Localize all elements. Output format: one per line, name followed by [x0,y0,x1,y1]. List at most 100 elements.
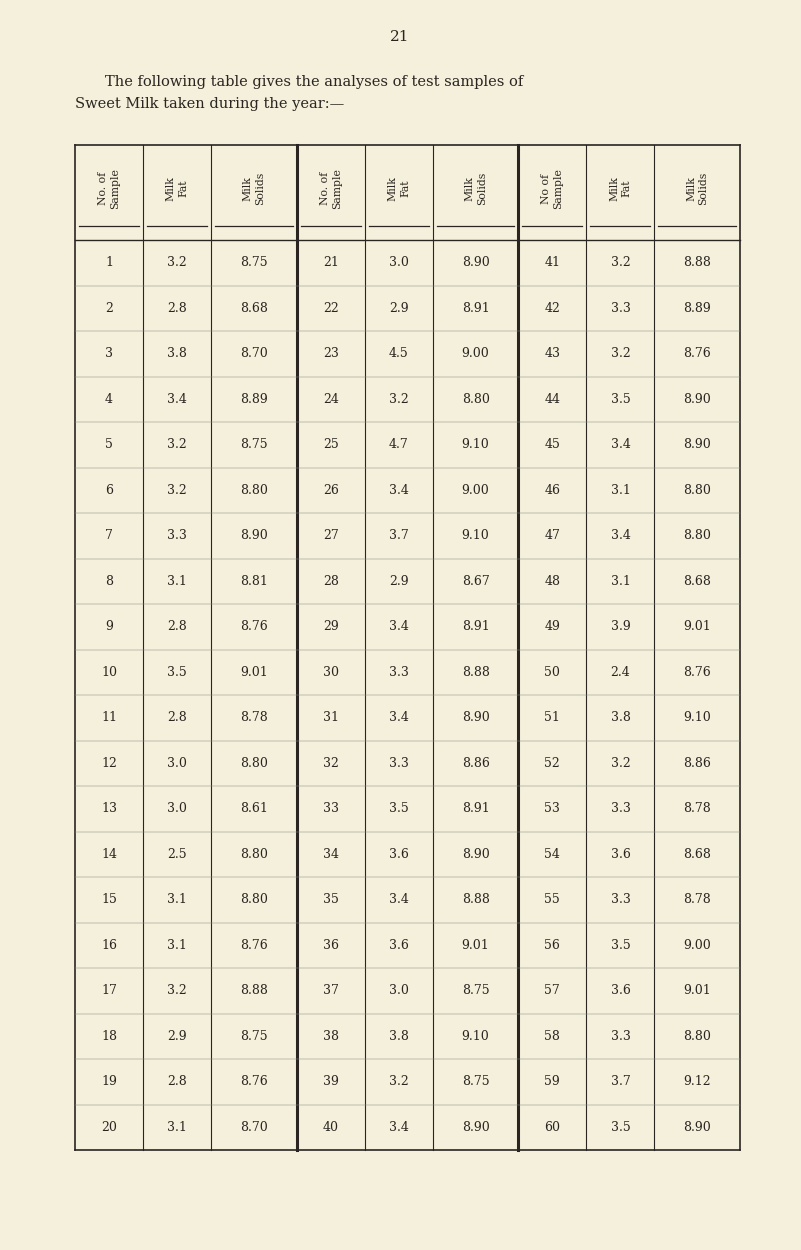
Text: Milk
Solids: Milk Solids [465,171,487,205]
Text: 3.3: 3.3 [610,894,630,906]
Text: 26: 26 [323,484,339,496]
Text: 3.3: 3.3 [610,1030,630,1042]
Text: 3.0: 3.0 [388,256,409,269]
Text: 8: 8 [105,575,113,587]
Text: 3.3: 3.3 [610,301,630,315]
Text: Milk
Solids: Milk Solids [243,171,265,205]
Text: 8.89: 8.89 [240,392,268,406]
Text: 44: 44 [545,392,561,406]
Text: 9.10: 9.10 [461,529,489,542]
Text: 8.88: 8.88 [683,256,711,269]
Text: 28: 28 [323,575,339,587]
Text: 21: 21 [323,256,339,269]
Text: 3.3: 3.3 [167,529,187,542]
Text: 41: 41 [545,256,561,269]
Text: 4: 4 [105,392,113,406]
Text: 29: 29 [323,620,339,634]
Text: 2.8: 2.8 [167,1075,187,1089]
Text: 8.76: 8.76 [240,1075,268,1089]
Text: 19: 19 [101,1075,117,1089]
Text: 55: 55 [545,894,560,906]
Text: 3.5: 3.5 [610,392,630,406]
Text: 13: 13 [101,802,117,815]
Text: 8.90: 8.90 [461,711,489,724]
Text: 9.00: 9.00 [461,484,489,496]
Text: 3.2: 3.2 [389,1075,409,1089]
Text: 8.90: 8.90 [461,848,489,861]
Text: 57: 57 [545,984,560,998]
Text: 27: 27 [323,529,339,542]
Text: 8.81: 8.81 [240,575,268,587]
Text: 9.10: 9.10 [461,1030,489,1042]
Text: 9.00: 9.00 [461,348,489,360]
Text: 9.10: 9.10 [683,711,711,724]
Text: 8.88: 8.88 [240,984,268,998]
Text: 8.90: 8.90 [461,256,489,269]
Text: 3.1: 3.1 [167,1121,187,1134]
Text: 8.68: 8.68 [683,848,711,861]
Text: 8.91: 8.91 [461,802,489,815]
Text: 51: 51 [545,711,561,724]
Text: 3.3: 3.3 [610,802,630,815]
Text: 39: 39 [323,1075,339,1089]
Text: 2.9: 2.9 [167,1030,187,1042]
Text: 3.5: 3.5 [167,666,187,679]
Text: 8.80: 8.80 [683,1030,711,1042]
Text: 9: 9 [105,620,113,634]
Text: 3.1: 3.1 [167,939,187,951]
Text: 42: 42 [545,301,561,315]
Text: 2.4: 2.4 [610,666,630,679]
Text: 3.6: 3.6 [388,848,409,861]
Text: 40: 40 [323,1121,339,1134]
Text: 8.89: 8.89 [683,301,711,315]
Text: 49: 49 [545,620,561,634]
Text: 18: 18 [101,1030,117,1042]
Text: 8.80: 8.80 [240,894,268,906]
Text: 46: 46 [545,484,561,496]
Text: 6: 6 [105,484,113,496]
Text: 15: 15 [101,894,117,906]
Text: 3.6: 3.6 [388,939,409,951]
Text: 9.10: 9.10 [461,439,489,451]
Text: No of
Sample: No of Sample [541,168,564,209]
Text: 8.90: 8.90 [683,1121,711,1134]
Text: 3.4: 3.4 [167,392,187,406]
Text: 8.67: 8.67 [461,575,489,587]
Text: 3.0: 3.0 [167,756,187,770]
Text: 3.9: 3.9 [610,620,630,634]
Text: 8.75: 8.75 [461,984,489,998]
Text: 20: 20 [101,1121,117,1134]
Text: 37: 37 [323,984,339,998]
Text: 3.0: 3.0 [167,802,187,815]
Text: 8.76: 8.76 [240,620,268,634]
Text: 2.9: 2.9 [389,301,409,315]
Text: 3.1: 3.1 [167,575,187,587]
Text: 11: 11 [101,711,117,724]
Text: 60: 60 [545,1121,561,1134]
Text: 30: 30 [323,666,339,679]
Text: 8.86: 8.86 [683,756,711,770]
Text: 3.3: 3.3 [388,666,409,679]
Text: 8.68: 8.68 [240,301,268,315]
Text: 3.6: 3.6 [610,984,630,998]
Text: 33: 33 [323,802,339,815]
Text: 16: 16 [101,939,117,951]
Text: 8.76: 8.76 [240,939,268,951]
Text: No. of
Sample: No. of Sample [320,168,342,209]
Text: 53: 53 [545,802,561,815]
Text: 1: 1 [105,256,113,269]
Text: 3.0: 3.0 [388,984,409,998]
Text: 23: 23 [323,348,339,360]
Text: 9.01: 9.01 [683,984,711,998]
Text: 8.90: 8.90 [683,392,711,406]
Text: 3.2: 3.2 [167,439,187,451]
Text: 8.68: 8.68 [683,575,711,587]
Text: 34: 34 [323,848,339,861]
Text: 52: 52 [545,756,560,770]
Text: 56: 56 [545,939,561,951]
Text: 3.2: 3.2 [167,984,187,998]
Text: 2.8: 2.8 [167,711,187,724]
Text: 8.88: 8.88 [461,894,489,906]
Text: 8.61: 8.61 [240,802,268,815]
Text: 3.5: 3.5 [610,939,630,951]
